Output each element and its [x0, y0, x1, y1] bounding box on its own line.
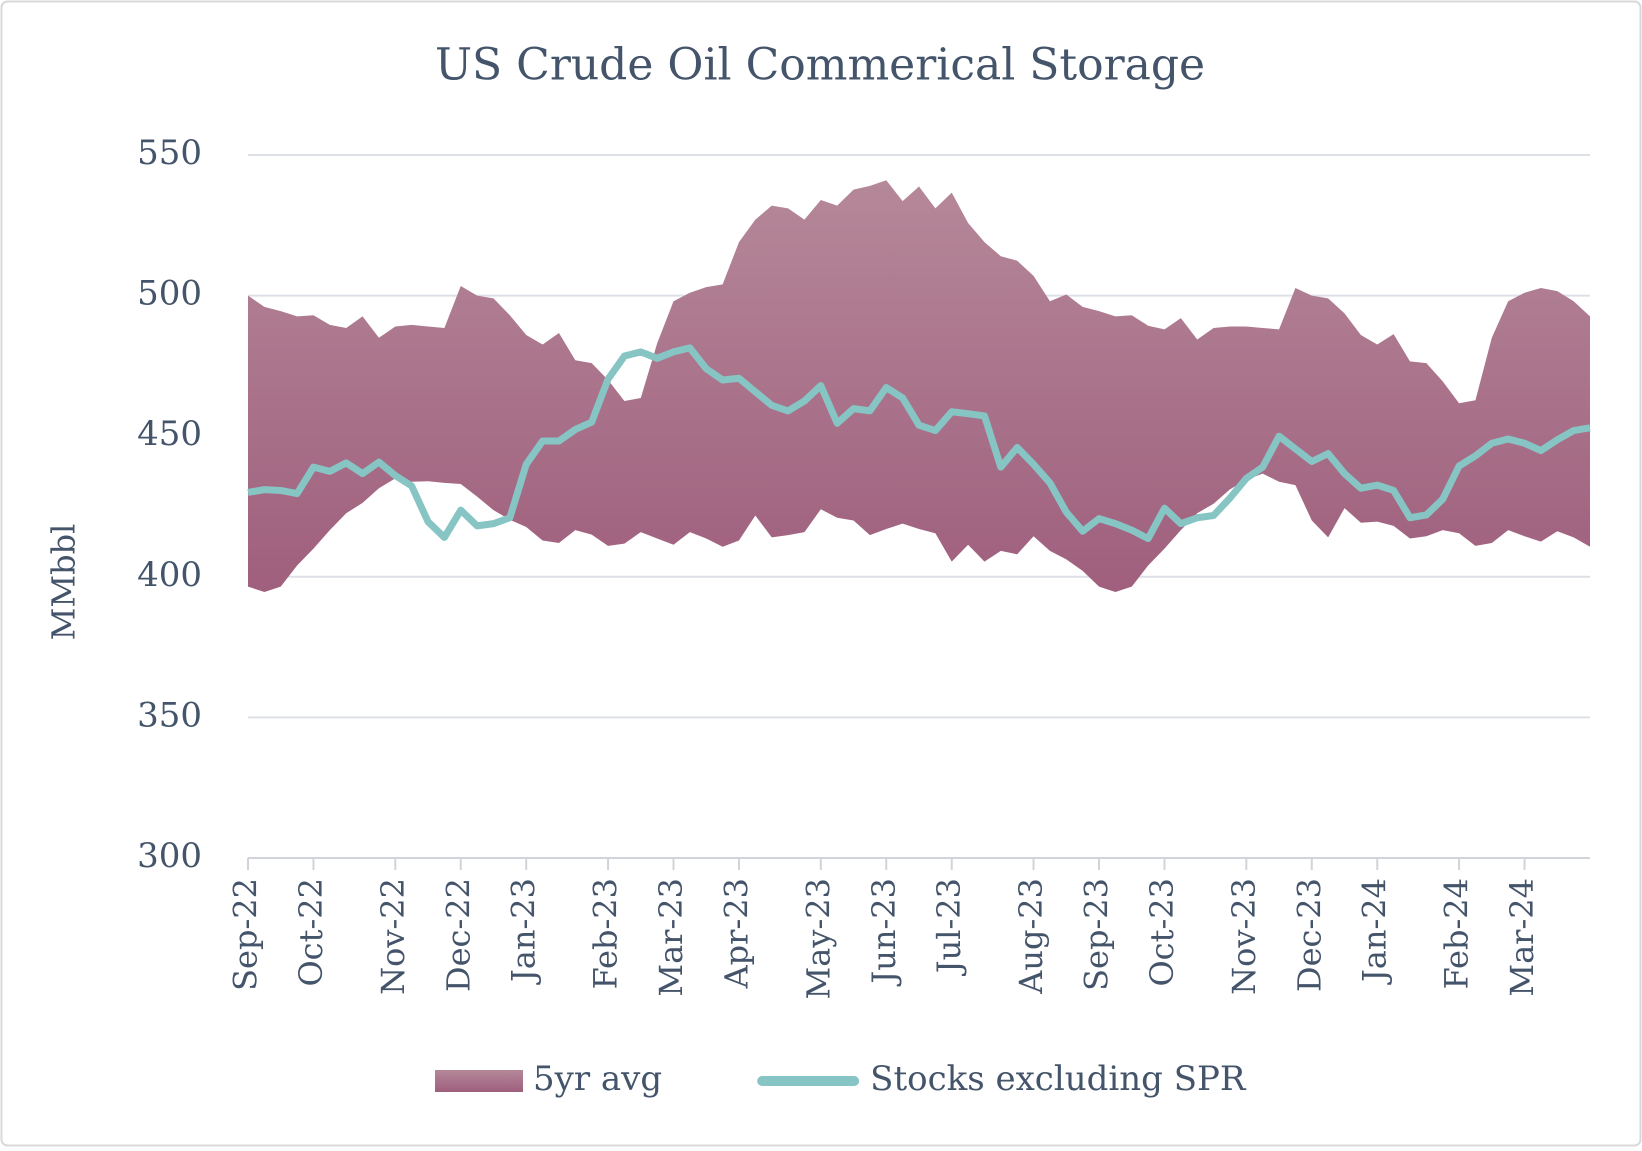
x-tick-label: Feb-24: [1438, 878, 1476, 989]
x-tick-label: Oct-23: [1143, 878, 1181, 987]
x-tick-label: Nov-22: [374, 878, 412, 995]
x-tick-label: Sep-23: [1078, 878, 1116, 991]
y-tick-label: 550: [137, 133, 202, 173]
x-tick-label: Feb-23: [587, 878, 625, 989]
x-tick-label: Jun-23: [865, 878, 903, 987]
y-tick-label: 500: [137, 274, 202, 314]
y-tick-label: 300: [137, 836, 202, 876]
x-tick-label: Dec-22: [439, 878, 477, 992]
x-tick-label: May-23: [799, 878, 837, 999]
legend-label: Stocks excluding SPR: [870, 1059, 1247, 1099]
chart-title: US Crude Oil Commerical Storage: [435, 40, 1205, 91]
x-tick-label: Mar-23: [652, 878, 690, 997]
x-tick-label: Jul-23: [930, 878, 968, 976]
series-line: [247, 344, 1591, 543]
x-tick-label: Jan-24: [1356, 878, 1394, 985]
x-tick-label: Sep-22: [227, 878, 265, 991]
y-tick-label: 400: [137, 555, 202, 595]
x-tick-label: Jan-23: [505, 878, 543, 985]
x-tick-label: Mar-24: [1503, 878, 1541, 997]
legend-label: 5yr avg: [533, 1059, 662, 1099]
y-axis-label: MMbbl: [45, 524, 83, 641]
x-tick-label: Dec-23: [1290, 878, 1328, 992]
x-tick-label: Aug-23: [1012, 878, 1050, 995]
x-tick-label: Apr-23: [717, 878, 755, 989]
legend-swatch: [435, 1070, 523, 1092]
y-tick-label: 350: [137, 695, 202, 735]
range-band: [248, 180, 1590, 592]
x-tick-label: Nov-23: [1225, 878, 1263, 995]
x-tick-label: Oct-22: [292, 878, 330, 987]
y-tick-label: 450: [137, 414, 202, 454]
